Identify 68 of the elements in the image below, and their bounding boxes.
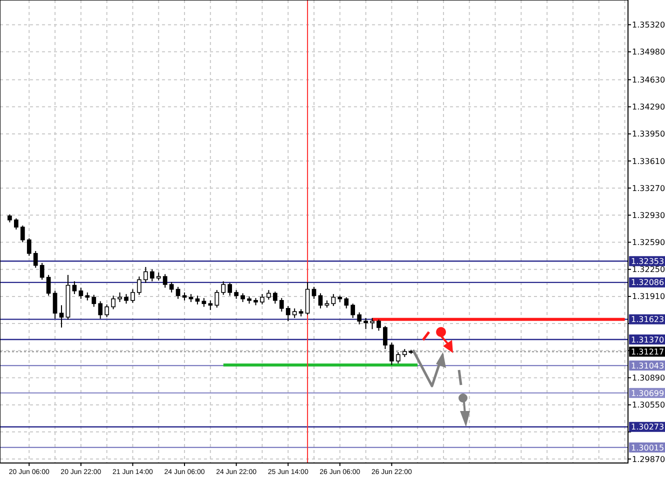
candlestick: [20, 225, 25, 243]
candlestick: [92, 294, 96, 308]
candlestick: [214, 290, 220, 308]
candlestick: [260, 294, 264, 305]
candlestick: [318, 292, 323, 309]
y-tick-label: 1.32930: [632, 210, 665, 220]
candlestick: [150, 268, 154, 282]
candlestick: [221, 280, 226, 296]
y-tick-label: 1.30550: [632, 400, 665, 410]
ref-line-label: 1.31217: [631, 347, 664, 356]
candlestick: [176, 286, 180, 300]
candlestick: [40, 262, 44, 280]
candlestick: [376, 319, 381, 332]
ref-line-label: 1.32353: [631, 256, 664, 266]
candlestick: [208, 300, 213, 310]
candlestick: [169, 282, 174, 293]
y-tick-label: 1.35320: [632, 20, 665, 30]
candlestick: [52, 290, 58, 320]
candlestick: [104, 304, 110, 318]
candlestick: [390, 342, 394, 366]
candlestick: [72, 280, 77, 295]
candlestick: [26, 238, 32, 256]
candlestick: [228, 282, 232, 296]
y-tick-label: 1.32250: [632, 265, 665, 274]
ref-line-label: 1.32086: [631, 278, 664, 288]
ref-line-label: 1.30699: [631, 388, 664, 398]
candlestick: [312, 286, 316, 300]
y-tick-label: 1.29870: [632, 454, 665, 464]
candlestick: [396, 352, 400, 364]
candlestick: [98, 300, 103, 320]
candlestick: [350, 303, 356, 318]
candlestick: [344, 296, 349, 309]
y-tick-label: 1.34290: [632, 102, 665, 112]
candlestick: [305, 282, 310, 316]
candlestick: [357, 312, 362, 325]
y-tick-label: 1.32590: [632, 238, 665, 248]
candlestick: [14, 218, 18, 230]
candlestick: [292, 308, 297, 318]
y-tick-label: 1.31910: [632, 292, 665, 302]
candlestick: [130, 288, 135, 304]
y-tick-label: 1.30890: [632, 374, 665, 383]
candlestick: [78, 287, 84, 300]
candlestick: [279, 298, 284, 312]
candlestick: [137, 276, 142, 296]
y-tick-label: 1.34630: [632, 75, 665, 84]
candlestick: [272, 291, 278, 304]
candlestick: [370, 317, 374, 330]
candlestick: [33, 250, 38, 268]
candlestick: [46, 274, 51, 296]
candlestick: [118, 292, 122, 303]
candlestick: [143, 266, 148, 284]
candlestick: [266, 290, 271, 300]
y-tick-label: 1.33270: [632, 184, 665, 193]
ref-line-label: 1.31623: [631, 315, 664, 324]
ref-line-label: 1.31043: [631, 361, 664, 370]
ref-line-label: 1.30015: [631, 443, 664, 452]
candlestick: [383, 325, 388, 350]
ref-line-label: 1.30273: [631, 422, 664, 432]
candlestick: [124, 294, 128, 304]
candlestick: [111, 295, 116, 310]
candlestick: [364, 317, 368, 330]
y-tick-label: 1.33950: [632, 130, 665, 139]
candlestick: [286, 306, 290, 322]
y-tick-label: 1.34980: [632, 48, 665, 57]
ref-line-label: 1.31370: [631, 335, 664, 344]
candlestick: [331, 294, 336, 307]
y-tick-label: 1.33610: [632, 156, 665, 166]
candlestick: [162, 274, 168, 288]
